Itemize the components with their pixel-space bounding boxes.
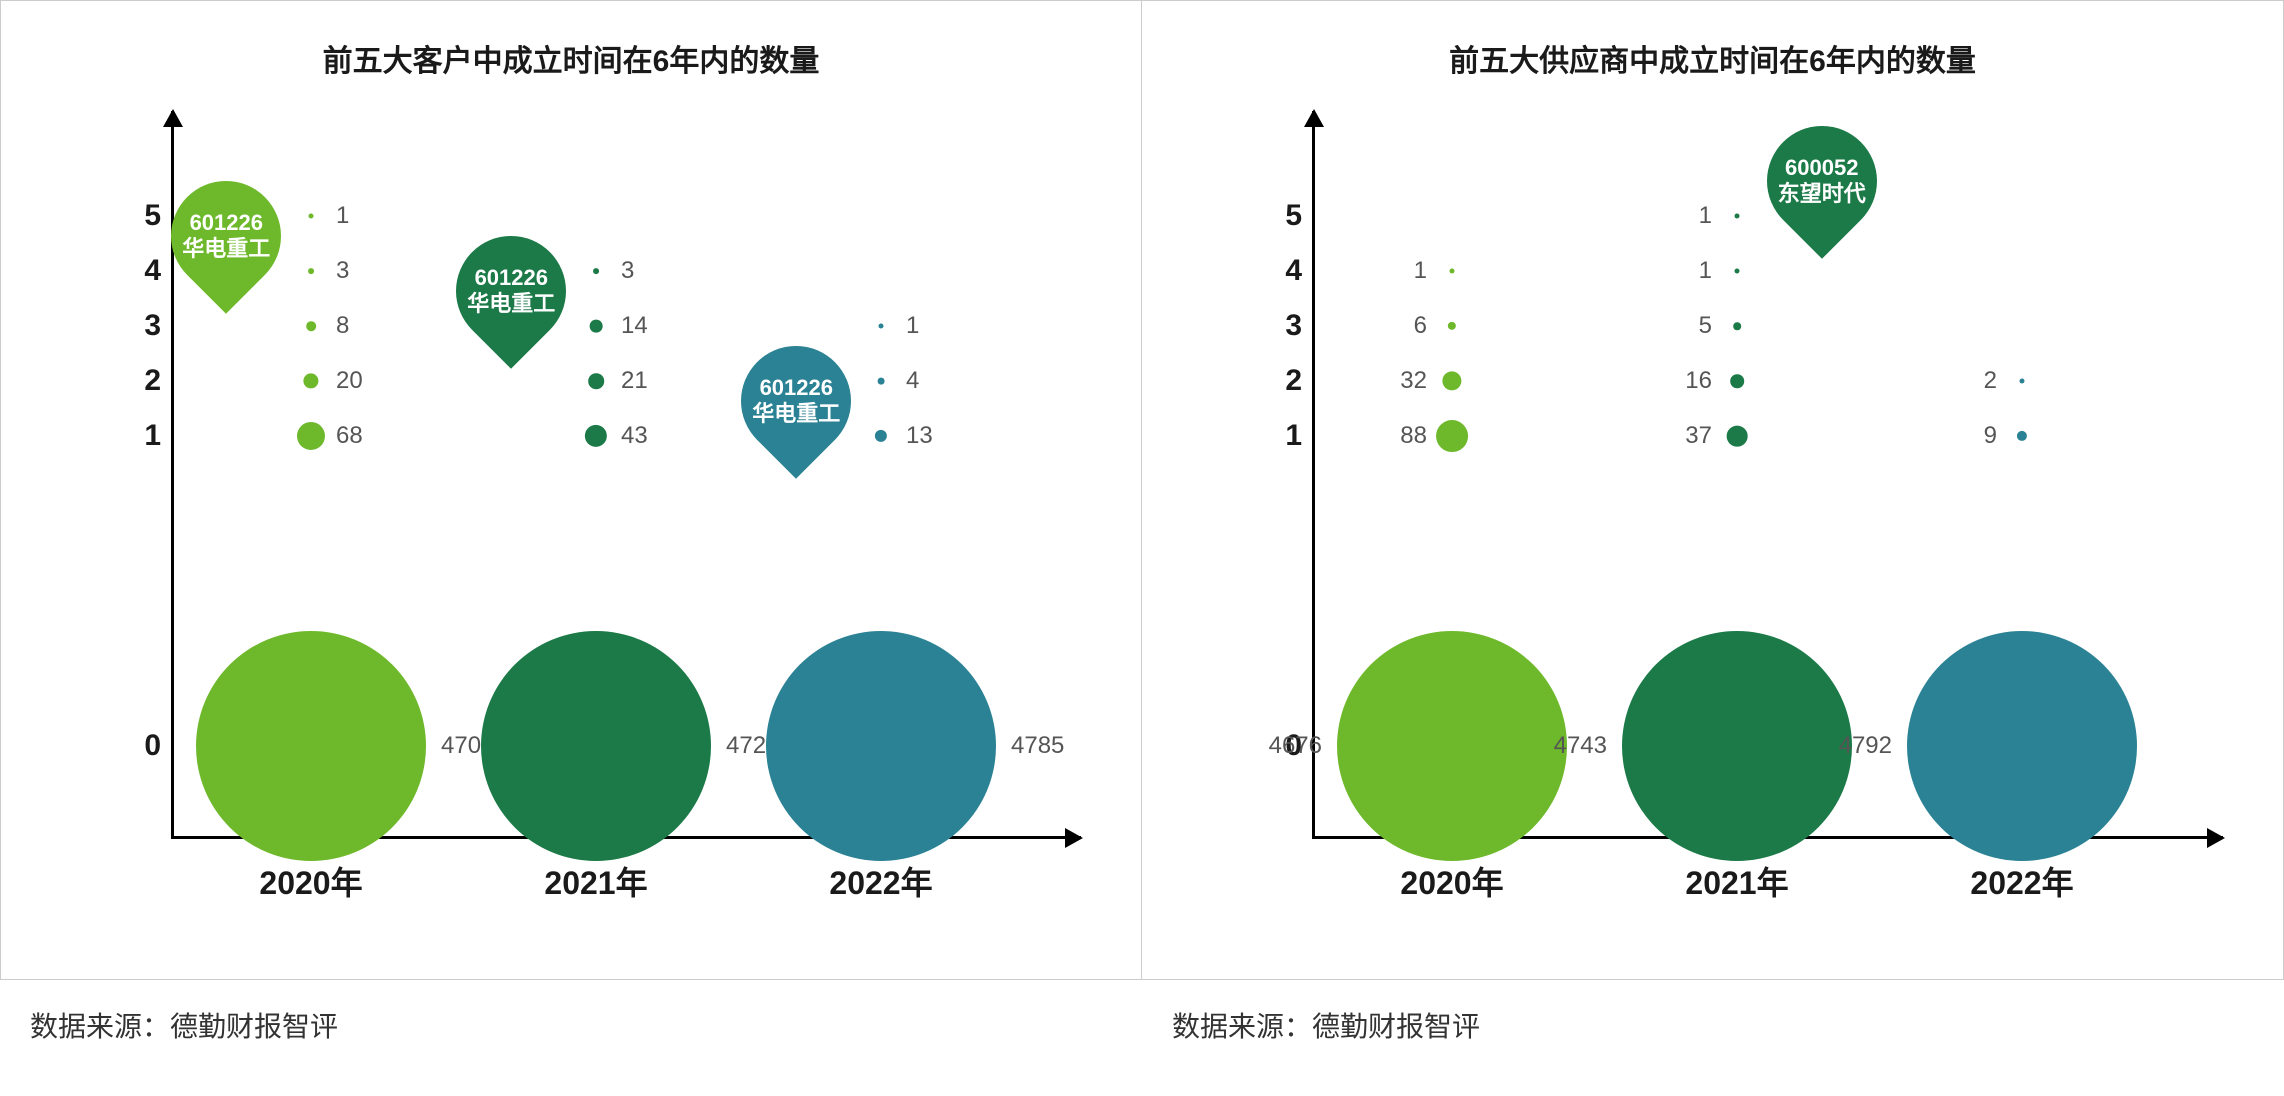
bubble-value-label: 6 (1414, 312, 1427, 340)
bubble (306, 321, 316, 331)
bubble (1735, 214, 1740, 219)
bubble-value-label: 68 (336, 422, 363, 450)
y-tick-label: 4 (1242, 254, 1302, 288)
bubble-value-label: 8 (336, 312, 349, 340)
bubble-value-label: 4743 (1554, 732, 1607, 760)
callout-badge: 600052东望时代 (1744, 103, 1900, 259)
bubble-value-label: 5 (1699, 312, 1712, 340)
y-tick-label: 5 (1242, 199, 1302, 233)
bubble-value-label: 1 (1699, 257, 1712, 285)
callout-name: 华电重工 (467, 291, 555, 317)
bubble (1337, 631, 1567, 861)
bubble (1622, 631, 1852, 861)
y-tick-label: 0 (101, 729, 161, 763)
bubble-value-label: 16 (1685, 367, 1712, 395)
bubble (481, 631, 711, 861)
bubble-value-label: 20 (336, 367, 363, 395)
sources-row: 数据来源：德勤财报智评 数据来源：德勤财报智评 (0, 980, 2284, 1070)
bubble (196, 631, 426, 861)
bubble-value-label: 1 (1414, 257, 1427, 285)
x-category-label: 2020年 (1400, 858, 1503, 904)
bubble-value-label: 3 (336, 257, 349, 285)
callout-name: 华电重工 (752, 401, 840, 427)
bubble (309, 214, 314, 219)
bubble (1450, 269, 1455, 274)
bubble-value-label: 1 (906, 312, 919, 340)
bubble (878, 378, 885, 385)
bubble-value-label: 88 (1400, 422, 1427, 450)
bubble (1448, 322, 1456, 330)
y-axis (1312, 111, 1315, 839)
bubble (590, 320, 603, 333)
bubble-value-label: 9 (1984, 422, 1997, 450)
bubble-value-label: 1 (1699, 202, 1712, 230)
bubble (303, 373, 318, 388)
y-tick-label: 3 (101, 309, 161, 343)
bubble (1907, 631, 2137, 861)
bubble-value-label: 4792 (1839, 732, 1892, 760)
bubble (593, 268, 599, 274)
bubble-value-label: 2 (1984, 367, 1997, 395)
y-tick-label: 1 (101, 419, 161, 453)
bubble (766, 631, 996, 861)
right-panel: 前五大供应商中成立时间在6年内的数量 0123452020年2021年2022年… (1142, 1, 2283, 979)
x-category-label: 2022年 (1970, 858, 2073, 904)
bubble-value-label: 3 (621, 257, 634, 285)
x-category-label: 2020年 (259, 858, 362, 904)
bubble (875, 430, 887, 442)
callout-code: 601226 (752, 375, 840, 401)
bubble (1735, 269, 1740, 274)
callout-code: 600052 (1778, 155, 1866, 181)
bubble (879, 324, 884, 329)
callout-name: 东望时代 (1778, 181, 1866, 207)
bubble (1730, 374, 1744, 388)
y-tick-label: 2 (101, 364, 161, 398)
bubble (585, 425, 607, 447)
callout-badge: 601226华电重工 (718, 323, 874, 479)
bubble (1442, 371, 1461, 390)
bubble (1436, 420, 1468, 452)
bubble (1733, 322, 1741, 330)
callout-code: 601226 (182, 210, 270, 236)
right-chart-area: 0123452020年2021年2022年1632884676115163747… (1242, 101, 2243, 939)
y-tick-label: 3 (1242, 309, 1302, 343)
bubble-value-label: 43 (621, 422, 648, 450)
bubble-value-label: 32 (1400, 367, 1427, 395)
bubble (588, 373, 604, 389)
bubble-value-label: 14 (621, 312, 648, 340)
x-category-label: 2021年 (1685, 858, 1788, 904)
y-tick-label: 5 (101, 199, 161, 233)
bubble-value-label: 13 (906, 422, 933, 450)
left-chart-title: 前五大客户中成立时间在6年内的数量 (1, 1, 1141, 80)
bubble-value-label: 21 (621, 367, 648, 395)
y-tick-label: 2 (1242, 364, 1302, 398)
callout-badge: 601226华电重工 (433, 213, 589, 369)
bubble (2017, 431, 2027, 441)
bubble (297, 422, 325, 450)
bubble-value-label: 1 (336, 202, 349, 230)
y-tick-label: 4 (101, 254, 161, 288)
bubble-value-label: 4785 (1011, 732, 1064, 760)
x-category-label: 2022年 (829, 858, 932, 904)
right-source-text: 数据来源：德勤财报智评 (1142, 980, 2284, 1070)
callout-code: 601226 (467, 265, 555, 291)
right-chart-title: 前五大供应商中成立时间在6年内的数量 (1142, 1, 2283, 80)
y-tick-label: 1 (1242, 419, 1302, 453)
bubble-value-label: 37 (1685, 422, 1712, 450)
left-panel: 前五大客户中成立时间在6年内的数量 0 1 2 3 4 5 2020年 2021年 2022年 1… (1, 1, 1142, 979)
left-chart-area: 0123452020年2021年2022年13820684703601226华电… (101, 101, 1101, 939)
panels-row: 前五大客户中成立时间在6年内的数量 0 1 2 3 4 5 2020年 2021年 2022年 1… (0, 0, 2284, 980)
figure-container: 前五大客户中成立时间在6年内的数量 0 1 2 3 4 5 2020年 2021年 2022年 1… (0, 0, 2284, 1096)
bubble (308, 268, 314, 274)
bubble-value-label: 4 (906, 367, 919, 395)
x-category-label: 2021年 (544, 858, 647, 904)
left-source-text: 数据来源：德勤财报智评 (0, 980, 1142, 1070)
bubble-value-label: 4676 (1269, 732, 1322, 760)
callout-name: 华电重工 (182, 236, 270, 262)
bubble (2020, 379, 2025, 384)
bubble (1727, 426, 1748, 447)
